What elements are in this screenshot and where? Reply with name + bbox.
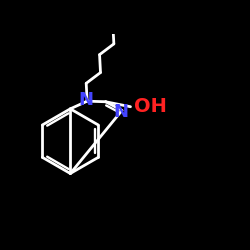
Text: OH: OH xyxy=(134,97,167,116)
Text: N: N xyxy=(113,103,128,121)
Text: N: N xyxy=(78,91,94,109)
